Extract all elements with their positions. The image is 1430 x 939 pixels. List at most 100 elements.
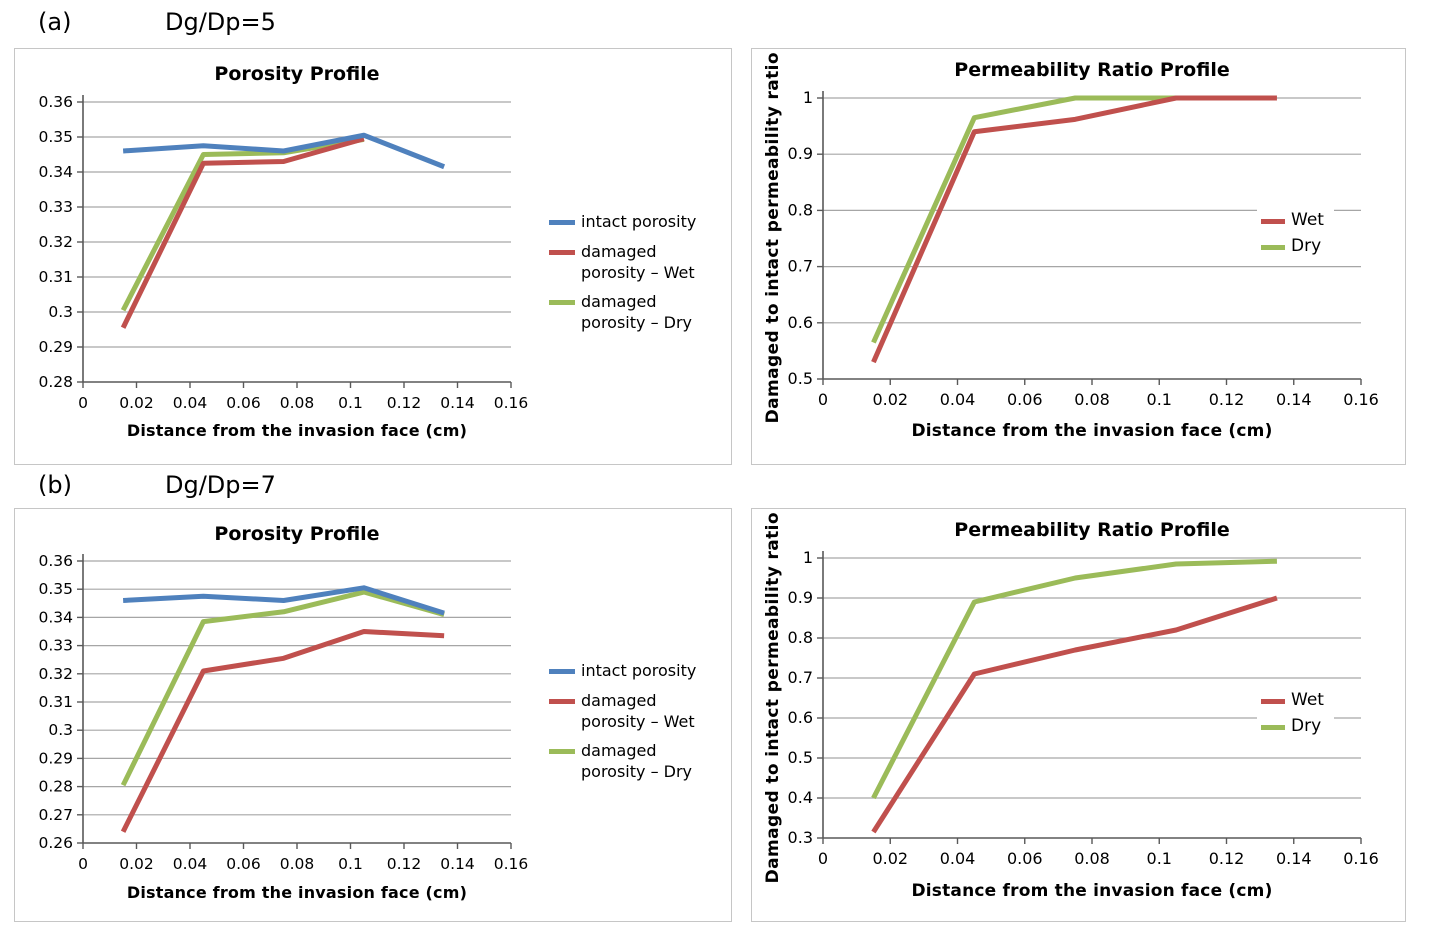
legend-swatch bbox=[1261, 245, 1285, 250]
y-tick-label: 0.34 bbox=[38, 163, 73, 181]
x-tick-label: 0.06 bbox=[226, 394, 261, 412]
y-tick-label: 1 bbox=[803, 88, 813, 107]
x-tick-label: 0.06 bbox=[1007, 390, 1043, 409]
legend-permeability-b: Wet Dry bbox=[1257, 687, 1334, 739]
x-tick-label: 0 bbox=[78, 855, 88, 873]
y-tick-label: 0.8 bbox=[788, 628, 813, 647]
x-tick-label: 0.1 bbox=[1147, 849, 1172, 868]
legend-label: intact porosity bbox=[581, 212, 697, 231]
panel-porosity-b: Porosity Profile 0.26 0.27 0.28 0.29 0.3 0.31… bbox=[14, 508, 732, 922]
legend-label: damaged porosity – Wet bbox=[581, 241, 695, 282]
y-tick-label: 0.36 bbox=[38, 93, 73, 111]
x-tick-label: 0.02 bbox=[872, 390, 908, 409]
x-tick-label: 0.08 bbox=[280, 394, 315, 412]
y-tick-label: 0.3 bbox=[48, 721, 73, 739]
x-tick-label: 0.12 bbox=[387, 394, 422, 412]
series-damaged porosity – Wet bbox=[120, 136, 365, 329]
x-tick-label: 0.04 bbox=[940, 849, 976, 868]
y-tick-label: 0.4 bbox=[788, 788, 813, 807]
series-intact porosity bbox=[122, 132, 446, 170]
series-Dry bbox=[871, 558, 1278, 800]
series-damaged porosity – Wet bbox=[120, 629, 445, 833]
legend-item: damaged porosity – Wet bbox=[549, 242, 699, 284]
legend-item: Wet bbox=[1261, 210, 1324, 230]
x-tick-label: 0 bbox=[818, 849, 828, 868]
legend-item: Dry bbox=[1261, 716, 1324, 736]
panel-porosity-a: Porosity Profile 0.28 0.29 0.3 0.31 0.32 0.33… bbox=[14, 48, 732, 465]
x-tick-label: 0.14 bbox=[1276, 390, 1312, 409]
legend-swatch bbox=[549, 669, 575, 674]
x-tick-label: 0 bbox=[78, 394, 88, 412]
y-tick-label: 0.33 bbox=[38, 198, 73, 216]
legend-swatch bbox=[1261, 219, 1285, 224]
x-tick-label: 0.16 bbox=[494, 394, 529, 412]
x-tick-label: 0.14 bbox=[440, 855, 475, 873]
plot-area-porosity-a: 0.28 0.29 0.3 0.31 0.32 0.33 0.34 0.35 0.36 0 0.02… bbox=[38, 93, 529, 412]
y-tick-label: 0.35 bbox=[38, 580, 73, 598]
y-tick-label: 0.28 bbox=[38, 373, 73, 391]
legend-item: damaged porosity – Dry bbox=[549, 741, 699, 783]
legend-label: Dry bbox=[1291, 236, 1322, 256]
x-tick-label: 0.08 bbox=[1074, 849, 1110, 868]
legend-item: damaged porosity – Wet bbox=[549, 691, 699, 733]
x-tick-label: 0.04 bbox=[173, 394, 208, 412]
chart-title: Permeability Ratio Profile bbox=[954, 519, 1230, 541]
x-tick-label: 0.08 bbox=[1074, 390, 1110, 409]
y-tick-label: 0.26 bbox=[38, 834, 73, 852]
legend-swatch bbox=[1261, 699, 1285, 704]
x-tick-label: 0.06 bbox=[1007, 849, 1043, 868]
y-tick-label: 0.29 bbox=[38, 749, 73, 767]
x-tick-label: 0.1 bbox=[338, 394, 363, 412]
legend-label: damaged porosity – Dry bbox=[581, 741, 693, 782]
series-Dry bbox=[871, 95, 1177, 344]
y-tick-label: 0.9 bbox=[788, 144, 813, 163]
x-tick-label: 0.14 bbox=[1276, 849, 1312, 868]
y-tick-label: 0.5 bbox=[788, 369, 813, 388]
y-tick-label: 0.28 bbox=[38, 778, 73, 796]
y-tick-label: 0.3 bbox=[48, 303, 73, 321]
x-tick-label: 0.02 bbox=[119, 394, 154, 412]
x-axis-label: Distance from the invasion face (cm) bbox=[911, 421, 1273, 441]
legend-swatch bbox=[549, 220, 575, 225]
y-tick-label: 0.7 bbox=[788, 668, 813, 687]
x-tick-label: 0.1 bbox=[338, 855, 363, 873]
y-tick-label: 0.6 bbox=[788, 708, 813, 727]
y-tick-label: 0.5 bbox=[788, 748, 813, 767]
x-tick-label: 0.12 bbox=[1209, 849, 1245, 868]
legend-label: damaged porosity – Wet bbox=[581, 690, 695, 731]
chart-title: Permeability Ratio Profile bbox=[954, 59, 1230, 81]
section-b-ratio: Dg/Dp=7 bbox=[165, 471, 276, 499]
y-tick-label: 0.32 bbox=[38, 233, 73, 251]
y-tick-label: 0.34 bbox=[38, 608, 73, 626]
legend-item: Wet bbox=[1261, 690, 1324, 710]
y-tick-label: 0.8 bbox=[788, 200, 813, 219]
chart-title: Porosity Profile bbox=[214, 523, 380, 545]
y-tick-label: 0.31 bbox=[38, 693, 73, 711]
y-tick-label: 0.36 bbox=[38, 552, 73, 570]
x-tick-label: 0.04 bbox=[173, 855, 208, 873]
legend-item: intact porosity bbox=[549, 212, 699, 233]
series-intact porosity bbox=[122, 585, 445, 616]
legend-item: intact porosity bbox=[549, 661, 699, 682]
x-tick-label: 0.04 bbox=[940, 390, 976, 409]
series-Wet bbox=[871, 595, 1278, 834]
y-tick-label: 0.35 bbox=[38, 128, 73, 146]
x-tick-label: 0.16 bbox=[1343, 849, 1379, 868]
y-tick-label: 0.32 bbox=[38, 665, 73, 683]
legend-permeability-a: Wet Dry bbox=[1257, 207, 1334, 259]
plot-area-permeability-b: 0.3 0.4 0.5 0.6 0.7 0.8 0.9 1 0 0.02 0.04 0.06 0.08 0… bbox=[788, 548, 1379, 868]
x-tick-label: 0.06 bbox=[226, 855, 261, 873]
x-tick-label: 0 bbox=[818, 390, 828, 409]
series-Wet bbox=[871, 95, 1277, 364]
x-tick-label: 0.14 bbox=[440, 394, 475, 412]
x-tick-label: 0.12 bbox=[387, 855, 422, 873]
y-tick-label: 1 bbox=[803, 548, 813, 567]
section-a-ratio: Dg/Dp=5 bbox=[165, 8, 276, 36]
y-tick-label: 0.9 bbox=[788, 588, 813, 607]
legend-swatch bbox=[549, 749, 575, 755]
legend-label: damaged porosity – Dry bbox=[581, 292, 693, 333]
legend-swatch bbox=[549, 300, 575, 306]
x-tick-label: 0.1 bbox=[1147, 390, 1172, 409]
y-tick-label: 0.27 bbox=[38, 806, 73, 824]
series-damaged porosity – Dry bbox=[120, 589, 445, 787]
